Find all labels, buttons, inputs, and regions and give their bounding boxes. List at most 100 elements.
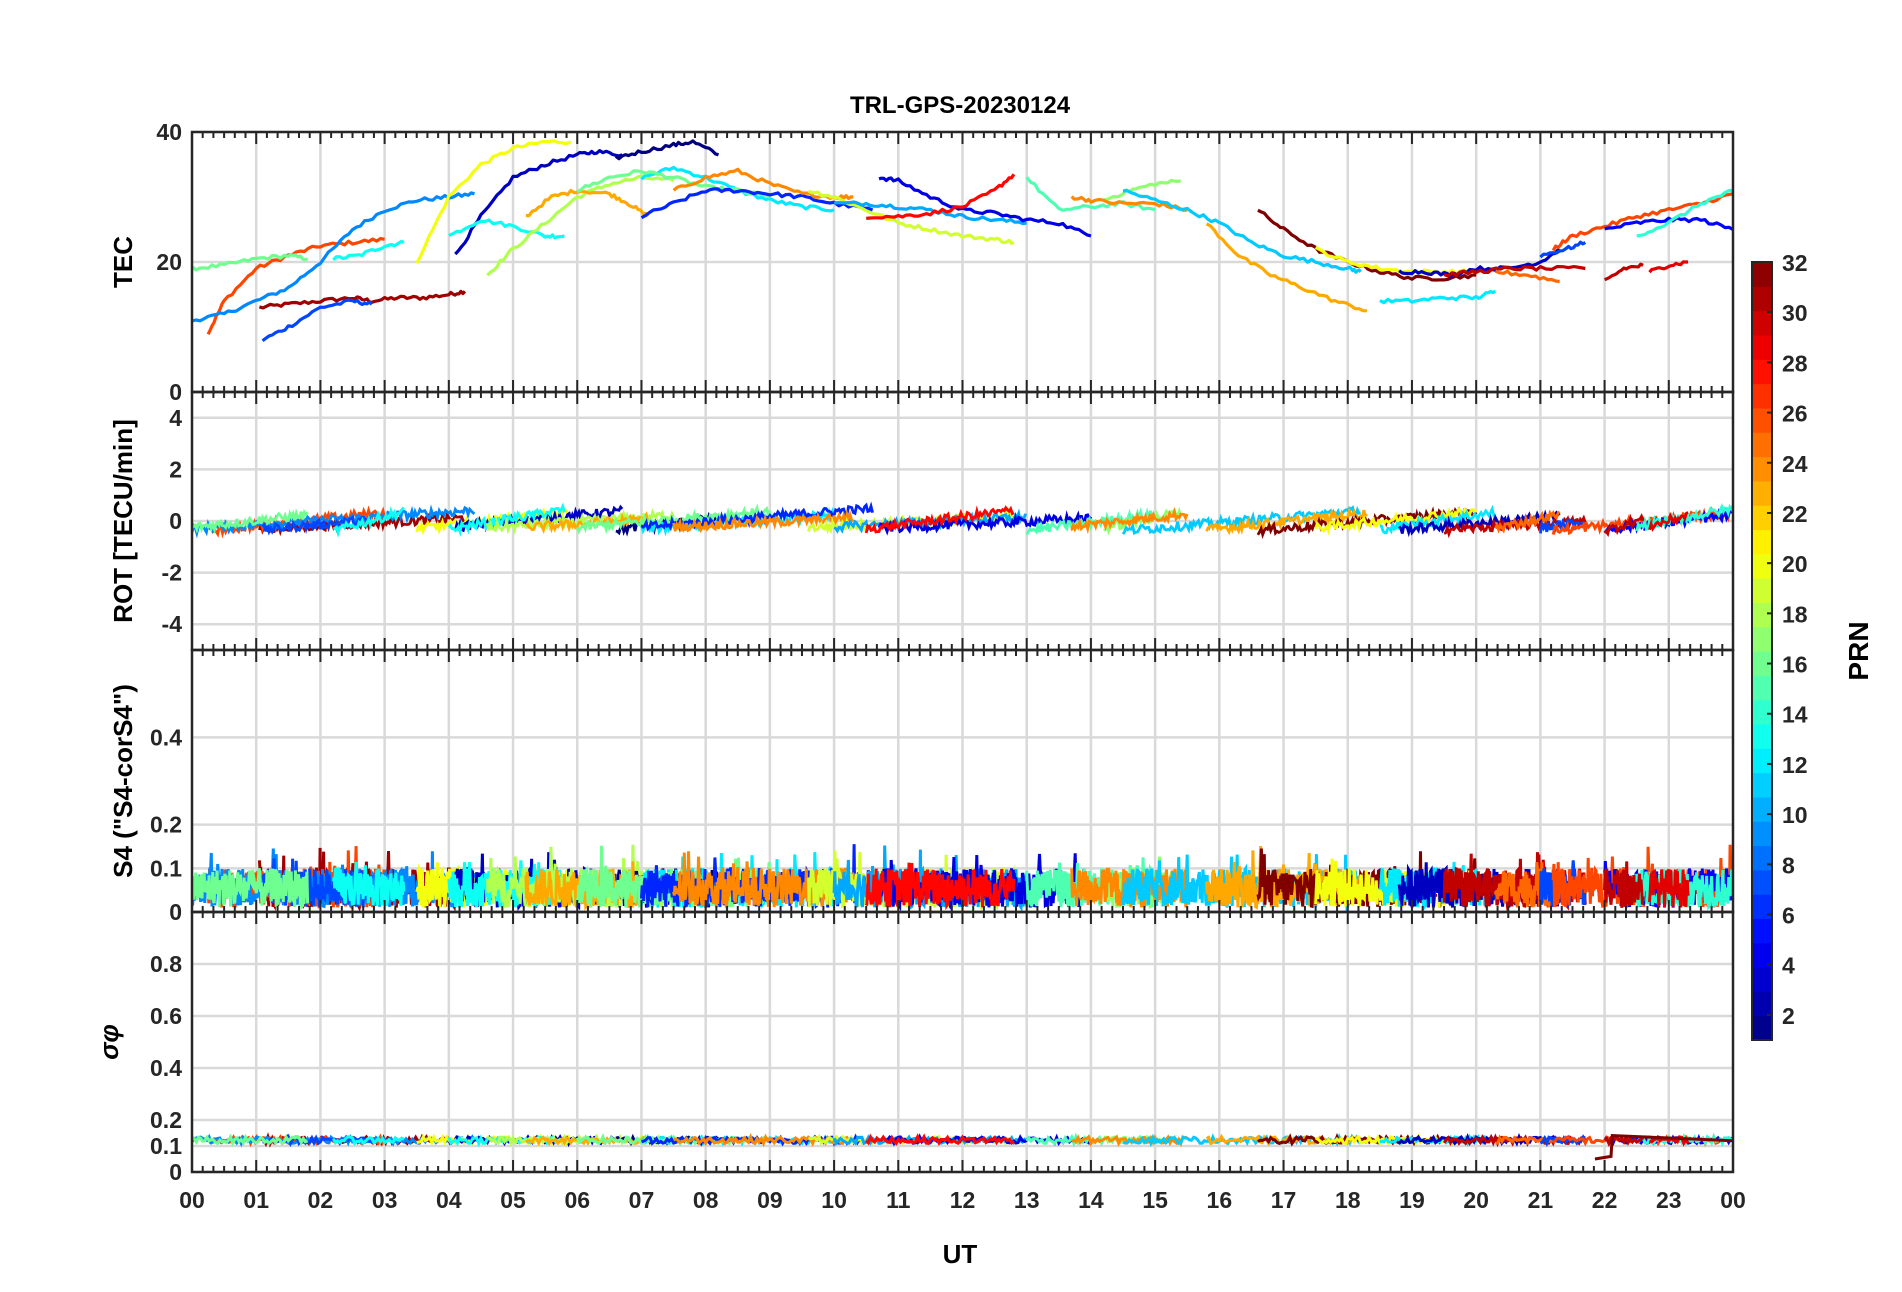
series-line: [332, 506, 405, 538]
colorbar-segment: [1752, 723, 1772, 749]
y-tick-label: 2: [169, 456, 182, 482]
colorbar-tick-label: 20: [1782, 551, 1808, 577]
colorbar-tick-label: 16: [1782, 652, 1808, 678]
series-line: [877, 510, 1093, 536]
colorbar-tick-label: 10: [1782, 802, 1808, 828]
series-line: [864, 505, 1015, 534]
series-line: [1493, 862, 1562, 908]
series-line: [1257, 208, 1477, 282]
y-axis-label: TEC: [108, 236, 138, 288]
x-ticks: [191, 392, 1734, 650]
colorbar-tick-label: 22: [1782, 501, 1808, 527]
x-tick-label: 14: [1078, 1187, 1104, 1213]
x-tick-label: 04: [436, 1187, 462, 1213]
series-line: [1379, 504, 1497, 535]
colorbar-segment: [1752, 626, 1772, 652]
colorbar-tick-label: 2: [1782, 1003, 1795, 1029]
x-tick-label: 01: [243, 1187, 269, 1213]
x-tick-label: 00: [179, 1187, 205, 1213]
colorbar-segment: [1752, 796, 1772, 822]
x-tick-label: 21: [1528, 1187, 1554, 1213]
colorbar-segment: [1752, 991, 1772, 1017]
colorbar-tick-label: 32: [1782, 250, 1808, 276]
colorbar-segment: [1752, 407, 1772, 433]
colorbar-tick-label: 12: [1782, 752, 1808, 778]
series-line: [1604, 262, 1644, 282]
colorbar-segment: [1752, 432, 1772, 458]
colorbar-segment: [1752, 748, 1772, 774]
series-line: [261, 298, 373, 343]
x-tick-label: 19: [1399, 1187, 1425, 1213]
series-line: [1594, 1134, 1733, 1161]
y-tick-label: 0: [169, 379, 182, 405]
x-tick-label: 07: [629, 1187, 655, 1213]
series-line: [1603, 861, 1645, 909]
series-line: [525, 1134, 650, 1147]
series-line: [454, 149, 623, 256]
series-line: [1648, 868, 1690, 908]
series-line: [1256, 848, 1478, 909]
series-line: [672, 851, 855, 908]
series-line: [525, 188, 650, 218]
series-line: [192, 508, 309, 535]
panel-data: [192, 1132, 1733, 1161]
colorbar-segment: [1752, 967, 1772, 992]
colorbar-segment: [1752, 602, 1772, 628]
series-line: [192, 1133, 309, 1147]
series-line: [486, 174, 675, 277]
series-line: [1314, 506, 1478, 536]
series-line: [192, 253, 309, 272]
panel-data: [192, 501, 1733, 539]
y-tick-label: 0: [169, 1159, 182, 1185]
series-line: [1314, 245, 1477, 276]
series-line: [192, 868, 310, 911]
series-line: [1494, 269, 1560, 284]
panel-1: 0 20 40 TEC: [108, 119, 1735, 405]
y-tick-label: 0: [169, 508, 182, 534]
y-tick-label: 4: [169, 405, 182, 431]
y-tick-label: 0.2: [150, 1107, 182, 1133]
y-tick-label: 0.2: [150, 812, 182, 838]
series-line: [672, 508, 855, 534]
colorbar-segment: [1752, 505, 1772, 531]
y-tick-label: 0.4: [150, 1055, 182, 1081]
colorbar-tick-label: 6: [1782, 903, 1795, 929]
colorbar-segment: [1752, 286, 1772, 312]
series-line: [865, 1133, 1015, 1146]
x-tick-label: 22: [1592, 1187, 1618, 1213]
series-line: [1122, 189, 1362, 274]
x-tick-label: 10: [821, 1187, 847, 1213]
series-line: [1025, 176, 1156, 212]
y-tick-label: -2: [162, 560, 182, 586]
x-tick-label: 02: [308, 1187, 334, 1213]
series-line: [1205, 506, 1368, 536]
colorbar-segment: [1752, 675, 1772, 701]
series-line: [1636, 188, 1733, 238]
y-tick-label: 0.6: [150, 1003, 182, 1029]
series-line: [878, 176, 1092, 238]
colorbar-segment: [1752, 918, 1772, 944]
x-tick-label: 16: [1207, 1187, 1233, 1213]
series-line: [332, 239, 405, 261]
series-line: [614, 139, 719, 161]
y-tick-label: 0.4: [150, 724, 182, 750]
colorbar-tick-label: 14: [1782, 702, 1808, 728]
colorbar-tick-label: 24: [1782, 451, 1808, 477]
series-line: [1539, 517, 1586, 535]
colorbar-tick-label: 26: [1782, 401, 1808, 427]
series-line: [331, 861, 406, 906]
y-tick-label: 0: [169, 899, 182, 925]
axes-frame: [190, 910, 1735, 1174]
panel-data: [192, 844, 1733, 912]
series-line: [261, 514, 373, 536]
chart-title: TRL-GPS-20230124: [850, 92, 1071, 119]
y-tick-label: 0.1: [150, 855, 182, 881]
series-line: [807, 189, 1015, 245]
colorbar-segment: [1752, 529, 1772, 555]
colorbar-segment: [1752, 383, 1772, 409]
series-line: [1205, 222, 1368, 313]
colorbar-segment: [1752, 578, 1772, 603]
